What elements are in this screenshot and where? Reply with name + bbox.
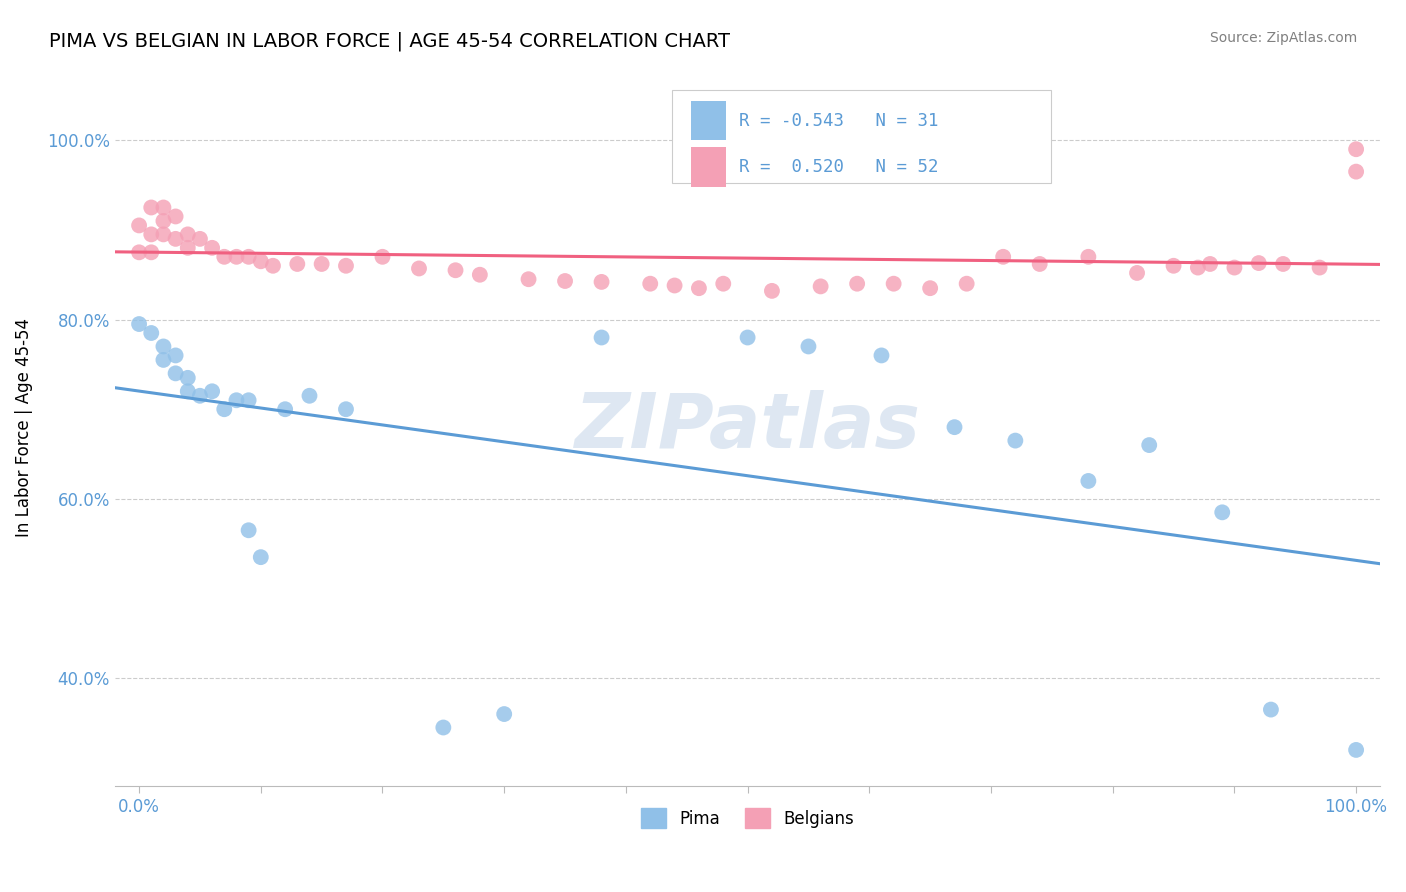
Text: PIMA VS BELGIAN IN LABOR FORCE | AGE 45-54 CORRELATION CHART: PIMA VS BELGIAN IN LABOR FORCE | AGE 45-… — [49, 31, 730, 51]
Point — [165, 232, 187, 246]
Point — [274, 402, 297, 417]
Point — [165, 367, 187, 381]
Point — [128, 219, 150, 233]
Point — [432, 721, 454, 735]
Point — [846, 277, 869, 291]
Point — [737, 330, 759, 344]
Point — [188, 389, 211, 403]
Bar — [690, 147, 725, 186]
Point — [591, 330, 613, 344]
Point — [225, 393, 247, 408]
Point — [810, 279, 832, 293]
Point — [1199, 257, 1222, 271]
Point — [444, 263, 467, 277]
Point — [494, 707, 516, 722]
Point — [517, 272, 540, 286]
Point — [262, 259, 284, 273]
Point — [761, 284, 783, 298]
Text: Source: ZipAtlas.com: Source: ZipAtlas.com — [1209, 31, 1357, 45]
Point — [238, 250, 260, 264]
Point — [152, 352, 174, 367]
Point — [591, 275, 613, 289]
Point — [883, 277, 905, 291]
Point — [1346, 743, 1368, 757]
Point — [1211, 505, 1233, 519]
Point — [1126, 266, 1149, 280]
Point — [1309, 260, 1331, 275]
Point — [249, 550, 271, 565]
Text: R = -0.543   N = 31: R = -0.543 N = 31 — [738, 112, 938, 129]
Point — [1346, 142, 1368, 156]
Point — [165, 210, 187, 224]
Point — [285, 257, 308, 271]
Point — [128, 245, 150, 260]
Point — [1247, 256, 1270, 270]
Point — [1272, 257, 1295, 271]
Point — [141, 326, 163, 340]
Point — [225, 250, 247, 264]
Point — [214, 402, 236, 417]
Point — [1260, 702, 1282, 716]
Point — [311, 257, 333, 271]
Point — [165, 348, 187, 362]
Point — [238, 523, 260, 537]
Point — [1077, 250, 1099, 264]
Point — [943, 420, 966, 434]
Point — [920, 281, 942, 295]
Point — [188, 232, 211, 246]
Point — [408, 261, 430, 276]
Point — [238, 393, 260, 408]
Point — [1137, 438, 1160, 452]
Point — [152, 214, 174, 228]
Point — [956, 277, 979, 291]
Point — [177, 227, 200, 242]
Point — [177, 371, 200, 385]
Point — [201, 241, 224, 255]
Point — [152, 227, 174, 242]
Y-axis label: In Labor Force | Age 45-54: In Labor Force | Age 45-54 — [15, 318, 32, 537]
Point — [298, 389, 321, 403]
Point — [1163, 259, 1185, 273]
Point — [152, 339, 174, 353]
Text: ZIPatlas: ZIPatlas — [575, 390, 921, 464]
Point — [1223, 260, 1246, 275]
Point — [468, 268, 491, 282]
Point — [141, 227, 163, 242]
Point — [870, 348, 893, 362]
Bar — [690, 101, 725, 140]
Point — [177, 384, 200, 399]
Point — [1077, 474, 1099, 488]
Point — [664, 278, 686, 293]
FancyBboxPatch shape — [672, 90, 1052, 183]
Point — [152, 201, 174, 215]
Point — [1004, 434, 1026, 448]
Point — [1346, 164, 1368, 178]
Point — [214, 250, 236, 264]
Point — [141, 245, 163, 260]
Point — [797, 339, 820, 353]
Point — [177, 241, 200, 255]
Legend: Pima, Belgians: Pima, Belgians — [634, 801, 860, 835]
Point — [128, 317, 150, 331]
Point — [335, 402, 357, 417]
Point — [638, 277, 661, 291]
Point — [201, 384, 224, 399]
Text: R =  0.520   N = 52: R = 0.520 N = 52 — [738, 158, 938, 176]
Point — [554, 274, 576, 288]
Point — [688, 281, 710, 295]
Point — [141, 201, 163, 215]
Point — [371, 250, 394, 264]
Point — [335, 259, 357, 273]
Point — [1187, 260, 1209, 275]
Point — [711, 277, 734, 291]
Point — [991, 250, 1014, 264]
Point — [249, 254, 271, 268]
Point — [1028, 257, 1050, 271]
